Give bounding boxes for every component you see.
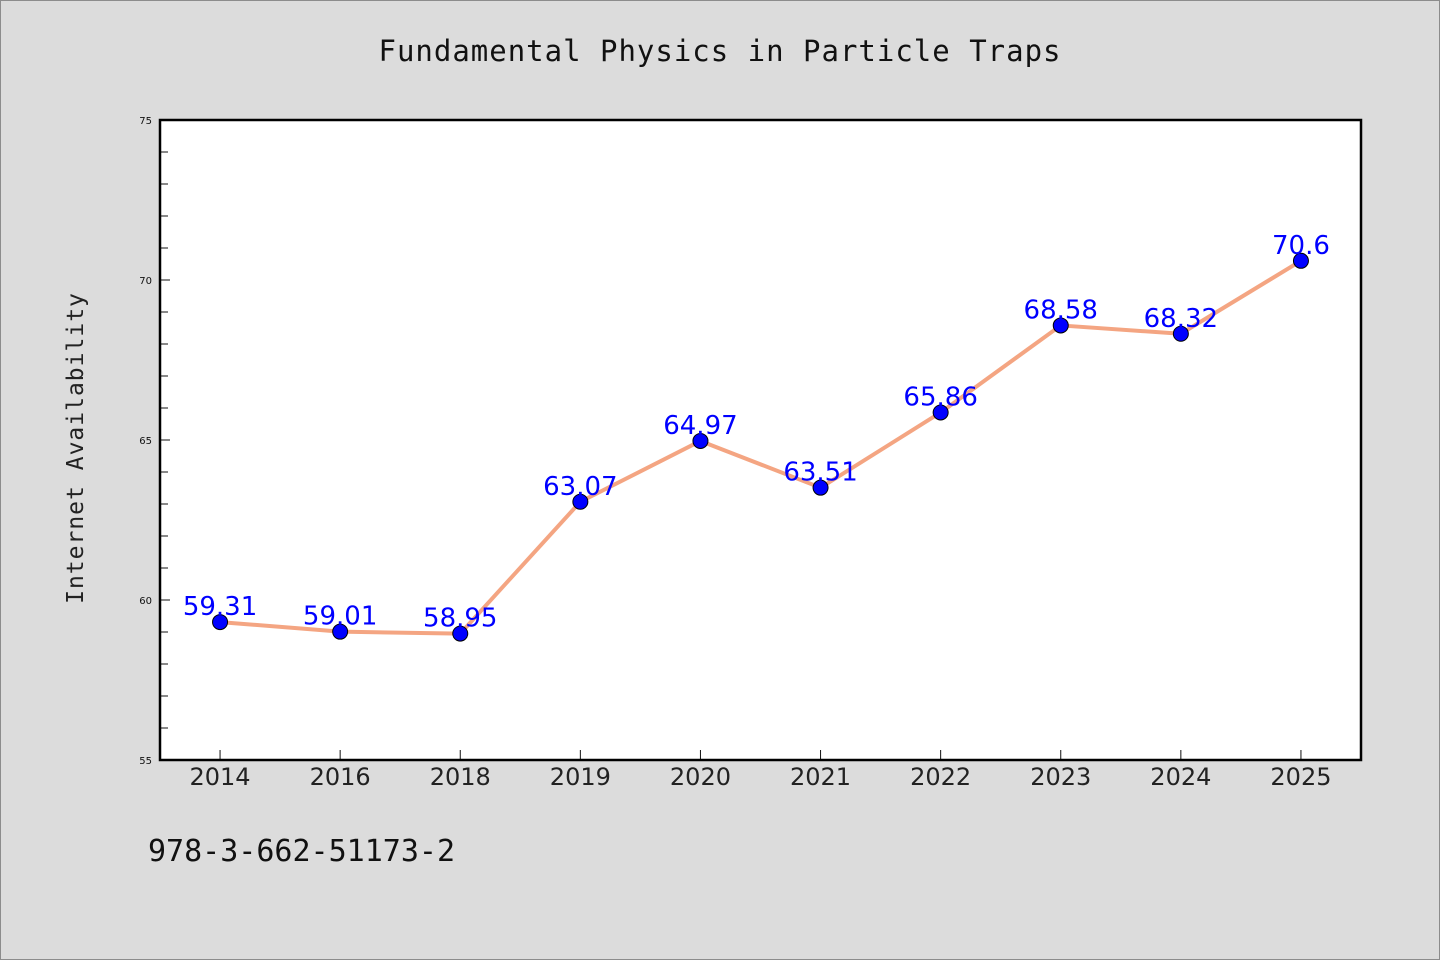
- data-label: 68.32: [1144, 304, 1218, 334]
- x-tick-label: 2024: [1150, 763, 1211, 791]
- y-tick-label: 55: [139, 756, 152, 767]
- footnote-text: 978-3-662-51173-2: [148, 834, 456, 869]
- x-tick-label: 2023: [1030, 763, 1091, 791]
- data-point-marker: [1292, 252, 1309, 269]
- x-tick-label: 2019: [550, 763, 611, 791]
- x-tick-label: 2014: [190, 763, 251, 791]
- x-tick-label: 2025: [1270, 763, 1331, 791]
- data-point-marker: [572, 493, 589, 510]
- data-label: 63.07: [543, 472, 617, 502]
- plot-frame: [158, 118, 1363, 762]
- x-tick-label: 2021: [790, 763, 851, 791]
- y-tick-label: 75: [139, 116, 152, 127]
- x-tick-label: 2016: [310, 763, 371, 791]
- y-tick-label: 70: [139, 276, 152, 287]
- y-tick-label: 60: [139, 596, 152, 607]
- x-tick-label: 2022: [910, 763, 971, 791]
- data-point-marker: [1052, 317, 1069, 334]
- data-point-marker: [812, 479, 829, 496]
- x-tick-label: 2018: [430, 763, 491, 791]
- series-line: [218, 258, 1303, 636]
- data-label: 64.97: [663, 411, 737, 441]
- data-point-marker: [692, 432, 709, 449]
- data-label: 70.6: [1272, 231, 1330, 261]
- data-point-marker: [932, 404, 949, 421]
- data-label: 59.31: [183, 592, 257, 622]
- x-tick-label: 2020: [670, 763, 731, 791]
- data-point-marker: [212, 614, 229, 631]
- y-tick-label: 65: [139, 436, 152, 447]
- plot-background: [160, 120, 1361, 760]
- data-label: 59.01: [303, 602, 377, 632]
- data-label: 58.95: [423, 604, 497, 634]
- data-label: 68.58: [1024, 295, 1098, 325]
- data-point-marker: [1172, 325, 1189, 342]
- chart-title: Fundamental Physics in Particle Traps: [378, 34, 1062, 68]
- data-label: 65.86: [903, 382, 977, 412]
- data-point-marker: [332, 623, 349, 640]
- data-point-marker: [452, 625, 469, 642]
- data-label: 63.51: [783, 458, 857, 488]
